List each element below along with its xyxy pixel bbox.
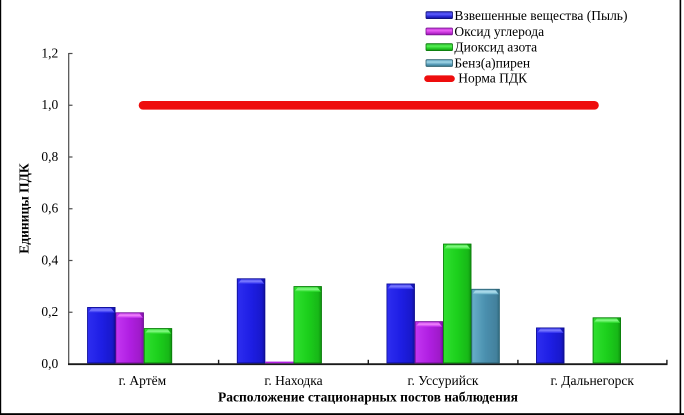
svg-text:1,0: 1,0 xyxy=(41,97,58,112)
svg-text:Диоксид азота: Диоксид азота xyxy=(454,40,537,55)
svg-text:г. Дальнегорск: г. Дальнегорск xyxy=(550,373,634,388)
svg-text:г. Артём: г. Артём xyxy=(119,373,167,388)
svg-text:0,8: 0,8 xyxy=(41,149,58,164)
svg-text:0,2: 0,2 xyxy=(41,304,58,319)
svg-text:Расположение стационарных пост: Расположение стационарных постов наблюде… xyxy=(218,390,518,405)
svg-text:0,0: 0,0 xyxy=(41,356,58,371)
svg-text:Оксид углерода: Оксид углерода xyxy=(454,24,544,39)
svg-text:1,2: 1,2 xyxy=(41,45,58,60)
svg-text:Бенз(а)пирен: Бенз(а)пирен xyxy=(454,56,530,71)
svg-text:г. Находка: г. Находка xyxy=(264,373,322,388)
svg-text:г. Уссурийск: г. Уссурийск xyxy=(407,373,478,388)
svg-text:Взвешенные вещества (Пыль): Взвешенные вещества (Пыль) xyxy=(454,8,627,23)
svg-text:Единицы ПДК: Единицы ПДК xyxy=(17,163,32,254)
svg-text:Норма ПДК: Норма ПДК xyxy=(458,70,528,85)
svg-text:0,6: 0,6 xyxy=(41,201,58,216)
svg-text:0,4: 0,4 xyxy=(41,252,58,267)
